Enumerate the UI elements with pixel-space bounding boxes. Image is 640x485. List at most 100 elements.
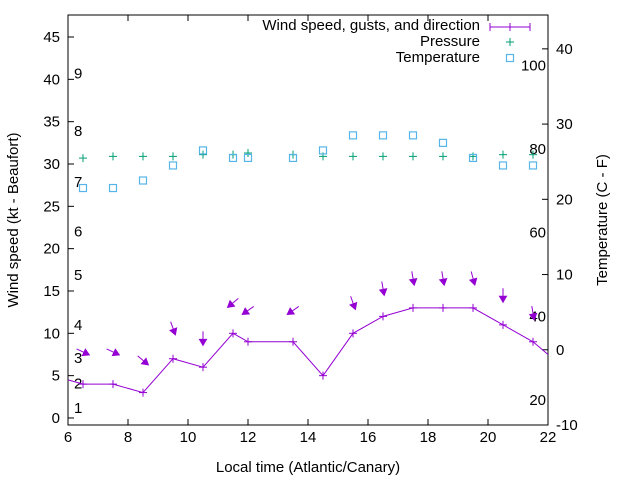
temperature-point (168, 161, 178, 170)
arrow-head (198, 338, 208, 347)
arrow-head (111, 348, 121, 357)
pressure-point (499, 150, 507, 159)
y2-tick-label: 40 (556, 41, 573, 58)
x-axis-label: Local time (Atlantic/Canary) (216, 459, 400, 476)
x-tick-label: 8 (124, 429, 132, 446)
beaufort-label: 4 (74, 317, 82, 334)
wind-speed-point (199, 363, 207, 372)
wind-speed-point (379, 312, 387, 321)
arrow-head (408, 278, 418, 287)
wind-speed-point (244, 337, 252, 346)
y-tick-label: 0 (52, 410, 60, 427)
beaufort-label: 8 (74, 123, 82, 140)
wind-speed-point (499, 320, 507, 329)
wind-direction-arrow (286, 306, 300, 316)
arrow-head (438, 278, 448, 287)
arrow-head (378, 288, 388, 297)
wind-direction-arrow (226, 297, 239, 308)
y-tick-label: 10 (43, 325, 60, 342)
fahrenheit-label: 80 (529, 141, 546, 158)
wind-speed-point (349, 329, 357, 338)
temperature-point (408, 131, 418, 140)
temperature-point (108, 183, 118, 193)
arrow-head (169, 327, 178, 336)
fahrenheit-label: 20 (529, 392, 546, 409)
x-tick-label: 10 (180, 429, 197, 446)
pressure-point (469, 152, 477, 161)
pressure-point (139, 152, 147, 161)
wind-speed-point (229, 329, 237, 338)
y2-axis-label: Temperature (C - F) (594, 154, 611, 286)
arrow-head (140, 357, 150, 366)
marks-layer (67, 131, 549, 397)
beaufort-label: 7 (74, 174, 82, 191)
pressure-point (169, 152, 177, 161)
axes-layer: 6 8 10 12 14 16 18 20 22051015202530354045-10010… (43, 14, 578, 446)
arrow-head (349, 301, 358, 311)
temperature-point (498, 161, 508, 170)
wind-direction-arrow (498, 288, 508, 304)
arrow-head (81, 348, 91, 357)
y-tick-label: 5 (52, 368, 60, 385)
wind-direction-arrow (76, 348, 91, 357)
temperature-point (468, 153, 478, 163)
y-tick-label: 25 (43, 198, 60, 215)
temperature-point (348, 131, 358, 140)
temperature-point (378, 131, 388, 140)
beaufort-label: 5 (74, 267, 82, 284)
x-tick-label: 18 (420, 429, 437, 446)
legend-label-pressure: Pressure (420, 33, 480, 50)
temperature-point (318, 146, 328, 155)
y-tick-label: 30 (43, 156, 60, 173)
legend-pressure-point (506, 38, 514, 46)
y-tick-label: 15 (43, 283, 60, 300)
pressure-point (409, 152, 417, 161)
wind-direction-arrow (349, 296, 358, 311)
temperature-point (78, 183, 88, 193)
beaufort-label: 1 (74, 400, 82, 417)
y2-tick-label: 10 (556, 267, 573, 284)
plot-frame (67, 14, 549, 426)
temperature-point (243, 153, 253, 163)
wind-speed-point (109, 380, 117, 389)
x-tick-label: 20 (480, 429, 497, 446)
wind-direction-arrow (241, 306, 255, 316)
wind-direction-arrow (438, 271, 448, 287)
legend: Wind speed, gusts, and direction Pressur… (262, 17, 531, 66)
wind-direction-arrow (468, 271, 478, 287)
legend-label-temperature: Temperature (396, 49, 480, 66)
wind-direction-arrow (378, 281, 388, 297)
beaufort-label: 3 (74, 350, 82, 367)
y2-tick-label: 0 (556, 342, 564, 359)
arrow-head (286, 307, 296, 316)
temperature-point (228, 153, 238, 163)
y-axis-label: Wind speed (kt - Beaufort) (5, 132, 22, 307)
wind-speed-point (409, 303, 417, 312)
legend-wind-point (506, 23, 514, 31)
wind-speed-point (319, 371, 327, 380)
beaufort-label: 2 (74, 375, 82, 392)
arrow-head (468, 277, 478, 287)
pressure-point (349, 152, 357, 161)
wind-direction-arrow (528, 306, 538, 321)
x-tick-label: 16 (360, 429, 377, 446)
pressure-point (79, 154, 87, 163)
y-tick-label: 35 (43, 114, 60, 131)
arrow-head (528, 312, 538, 321)
wind-direction-arrow (137, 355, 150, 366)
pressure-point (439, 152, 447, 161)
wind-speed-line (67, 307, 549, 394)
x-tick-label: 14 (300, 429, 317, 446)
wind-speed-point (529, 337, 537, 346)
temperature-point (198, 146, 208, 155)
beaufort-label: 6 (74, 224, 82, 241)
fahrenheit-label: 60 (529, 224, 546, 241)
wind-direction-arrow (106, 348, 121, 357)
wind-speed-point (169, 354, 177, 363)
x-tick-label: 6 (64, 429, 72, 446)
pressure-point (379, 152, 387, 161)
pressure-point (199, 150, 207, 159)
pressure-point (244, 148, 252, 157)
wind-speed-point (79, 380, 87, 389)
